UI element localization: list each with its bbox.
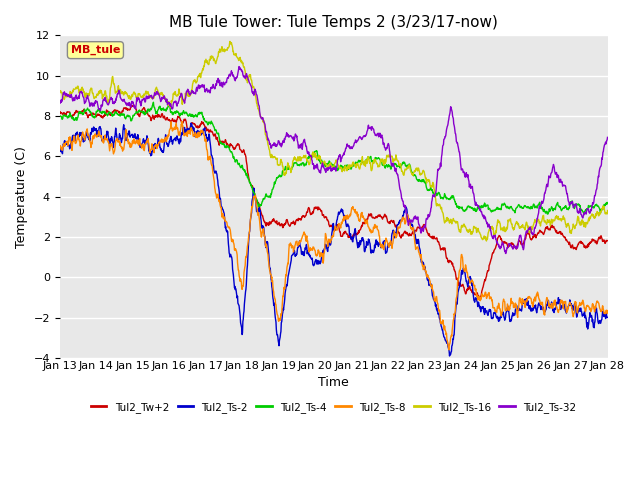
Tul2_Ts-32: [491, 234, 499, 240]
Tul2_Ts-16: [540, 213, 547, 218]
Tul2_Ts-16: [604, 208, 611, 214]
Tul2_Ts-2: [540, 304, 547, 310]
Tul2_Ts-4: [164, 101, 172, 107]
Tul2_Ts-16: [56, 90, 63, 96]
Tul2_Tw+2: [476, 296, 484, 302]
Tul2_Ts-2: [56, 148, 63, 154]
Tul2_Tw+2: [56, 109, 63, 115]
Tul2_Ts-4: [56, 113, 63, 119]
Tul2_Ts-2: [188, 120, 195, 126]
Tul2_Ts-32: [164, 100, 172, 106]
Tul2_Ts-8: [491, 307, 499, 312]
Tul2_Ts-4: [491, 207, 499, 213]
Tul2_Ts-16: [491, 232, 499, 238]
Legend: Tul2_Tw+2, Tul2_Ts-2, Tul2_Ts-4, Tul2_Ts-8, Tul2_Ts-16, Tul2_Ts-32: Tul2_Tw+2, Tul2_Ts-2, Tul2_Ts-4, Tul2_Ts…: [86, 398, 580, 417]
Tul2_Tw+2: [164, 117, 172, 123]
Tul2_Ts-4: [239, 167, 247, 172]
Tul2_Ts-8: [540, 307, 547, 313]
Tul2_Ts-16: [226, 38, 234, 44]
X-axis label: Time: Time: [318, 376, 349, 389]
Tul2_Ts-4: [150, 99, 157, 105]
Tul2_Ts-4: [539, 206, 547, 212]
Tul2_Ts-8: [178, 122, 186, 128]
Tul2_Ts-2: [604, 314, 611, 320]
Line: Tul2_Ts-2: Tul2_Ts-2: [60, 123, 607, 356]
Text: MB_tule: MB_tule: [71, 45, 120, 55]
Line: Tul2_Ts-32: Tul2_Ts-32: [60, 67, 607, 253]
Tul2_Ts-32: [502, 251, 509, 256]
Tul2_Ts-8: [56, 144, 63, 150]
Tul2_Ts-32: [178, 91, 186, 96]
Tul2_Ts-16: [239, 63, 247, 69]
Line: Tul2_Ts-8: Tul2_Ts-8: [60, 121, 607, 350]
Line: Tul2_Ts-16: Tul2_Ts-16: [60, 41, 607, 241]
Tul2_Tw+2: [540, 231, 547, 237]
Tul2_Ts-8: [419, 262, 427, 268]
Tul2_Tw+2: [239, 148, 247, 154]
Tul2_Ts-16: [419, 168, 427, 174]
Tul2_Ts-4: [604, 201, 611, 206]
Tul2_Ts-2: [178, 130, 186, 136]
Tul2_Ts-2: [164, 144, 172, 149]
Tul2_Ts-2: [419, 261, 427, 267]
Tul2_Ts-16: [164, 103, 172, 108]
Tul2_Ts-8: [239, 283, 247, 289]
Tul2_Ts-2: [445, 353, 453, 359]
Tul2_Ts-32: [239, 73, 247, 79]
Line: Tul2_Ts-4: Tul2_Ts-4: [60, 102, 607, 214]
Tul2_Ts-32: [604, 134, 611, 140]
Tul2_Ts-2: [491, 310, 499, 315]
Title: MB Tule Tower: Tule Temps 2 (3/23/17-now): MB Tule Tower: Tule Temps 2 (3/23/17-now…: [169, 15, 498, 30]
Tul2_Tw+2: [604, 238, 611, 243]
Tul2_Ts-8: [445, 347, 452, 353]
Tul2_Ts-16: [178, 94, 186, 100]
Tul2_Tw+2: [178, 120, 186, 126]
Tul2_Ts-32: [540, 199, 547, 204]
Tul2_Ts-16: [483, 238, 490, 244]
Tul2_Ts-8: [164, 132, 172, 138]
Tul2_Ts-32: [236, 64, 243, 70]
Tul2_Tw+2: [419, 225, 427, 230]
Tul2_Tw+2: [130, 102, 138, 108]
Tul2_Ts-32: [419, 228, 427, 234]
Tul2_Ts-32: [56, 97, 63, 103]
Line: Tul2_Tw+2: Tul2_Tw+2: [60, 105, 607, 299]
Tul2_Ts-4: [178, 111, 186, 117]
Tul2_Ts-8: [178, 119, 186, 124]
Tul2_Ts-4: [580, 211, 588, 217]
Tul2_Tw+2: [491, 246, 499, 252]
Tul2_Ts-4: [419, 178, 427, 184]
Y-axis label: Temperature (C): Temperature (C): [15, 145, 28, 248]
Tul2_Ts-2: [239, 316, 247, 322]
Tul2_Ts-8: [604, 308, 611, 313]
